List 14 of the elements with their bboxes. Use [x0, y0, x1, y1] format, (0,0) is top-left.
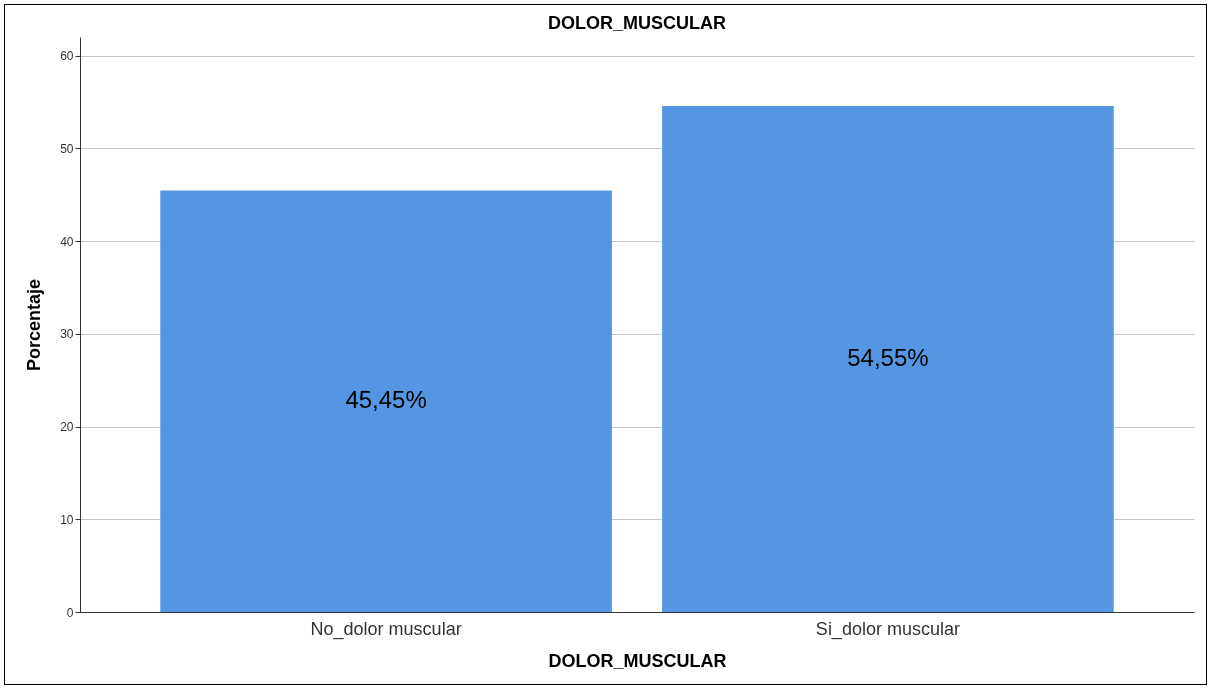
x-tick-label: Si_dolor muscular	[815, 618, 960, 640]
y-tick-label: 50	[60, 141, 74, 156]
y-tick-label: 30	[60, 327, 74, 342]
data-label: 45,45%	[345, 386, 427, 414]
x-axis-title: DOLOR_MUSCULAR	[548, 650, 727, 671]
y-tick-label: 40	[60, 234, 74, 249]
y-tick-label: 20	[60, 420, 74, 435]
y-tick-label: 10	[60, 512, 74, 527]
y-tick-label: 0	[66, 605, 74, 620]
chart-title: DOLOR_MUSCULAR	[548, 13, 726, 33]
data-label: 54,55%	[847, 344, 929, 372]
y-tick-label: 60	[60, 49, 74, 64]
x-tick-label: No_dolor muscular	[310, 618, 462, 640]
y-axis-title: Porcentaje	[24, 278, 45, 372]
